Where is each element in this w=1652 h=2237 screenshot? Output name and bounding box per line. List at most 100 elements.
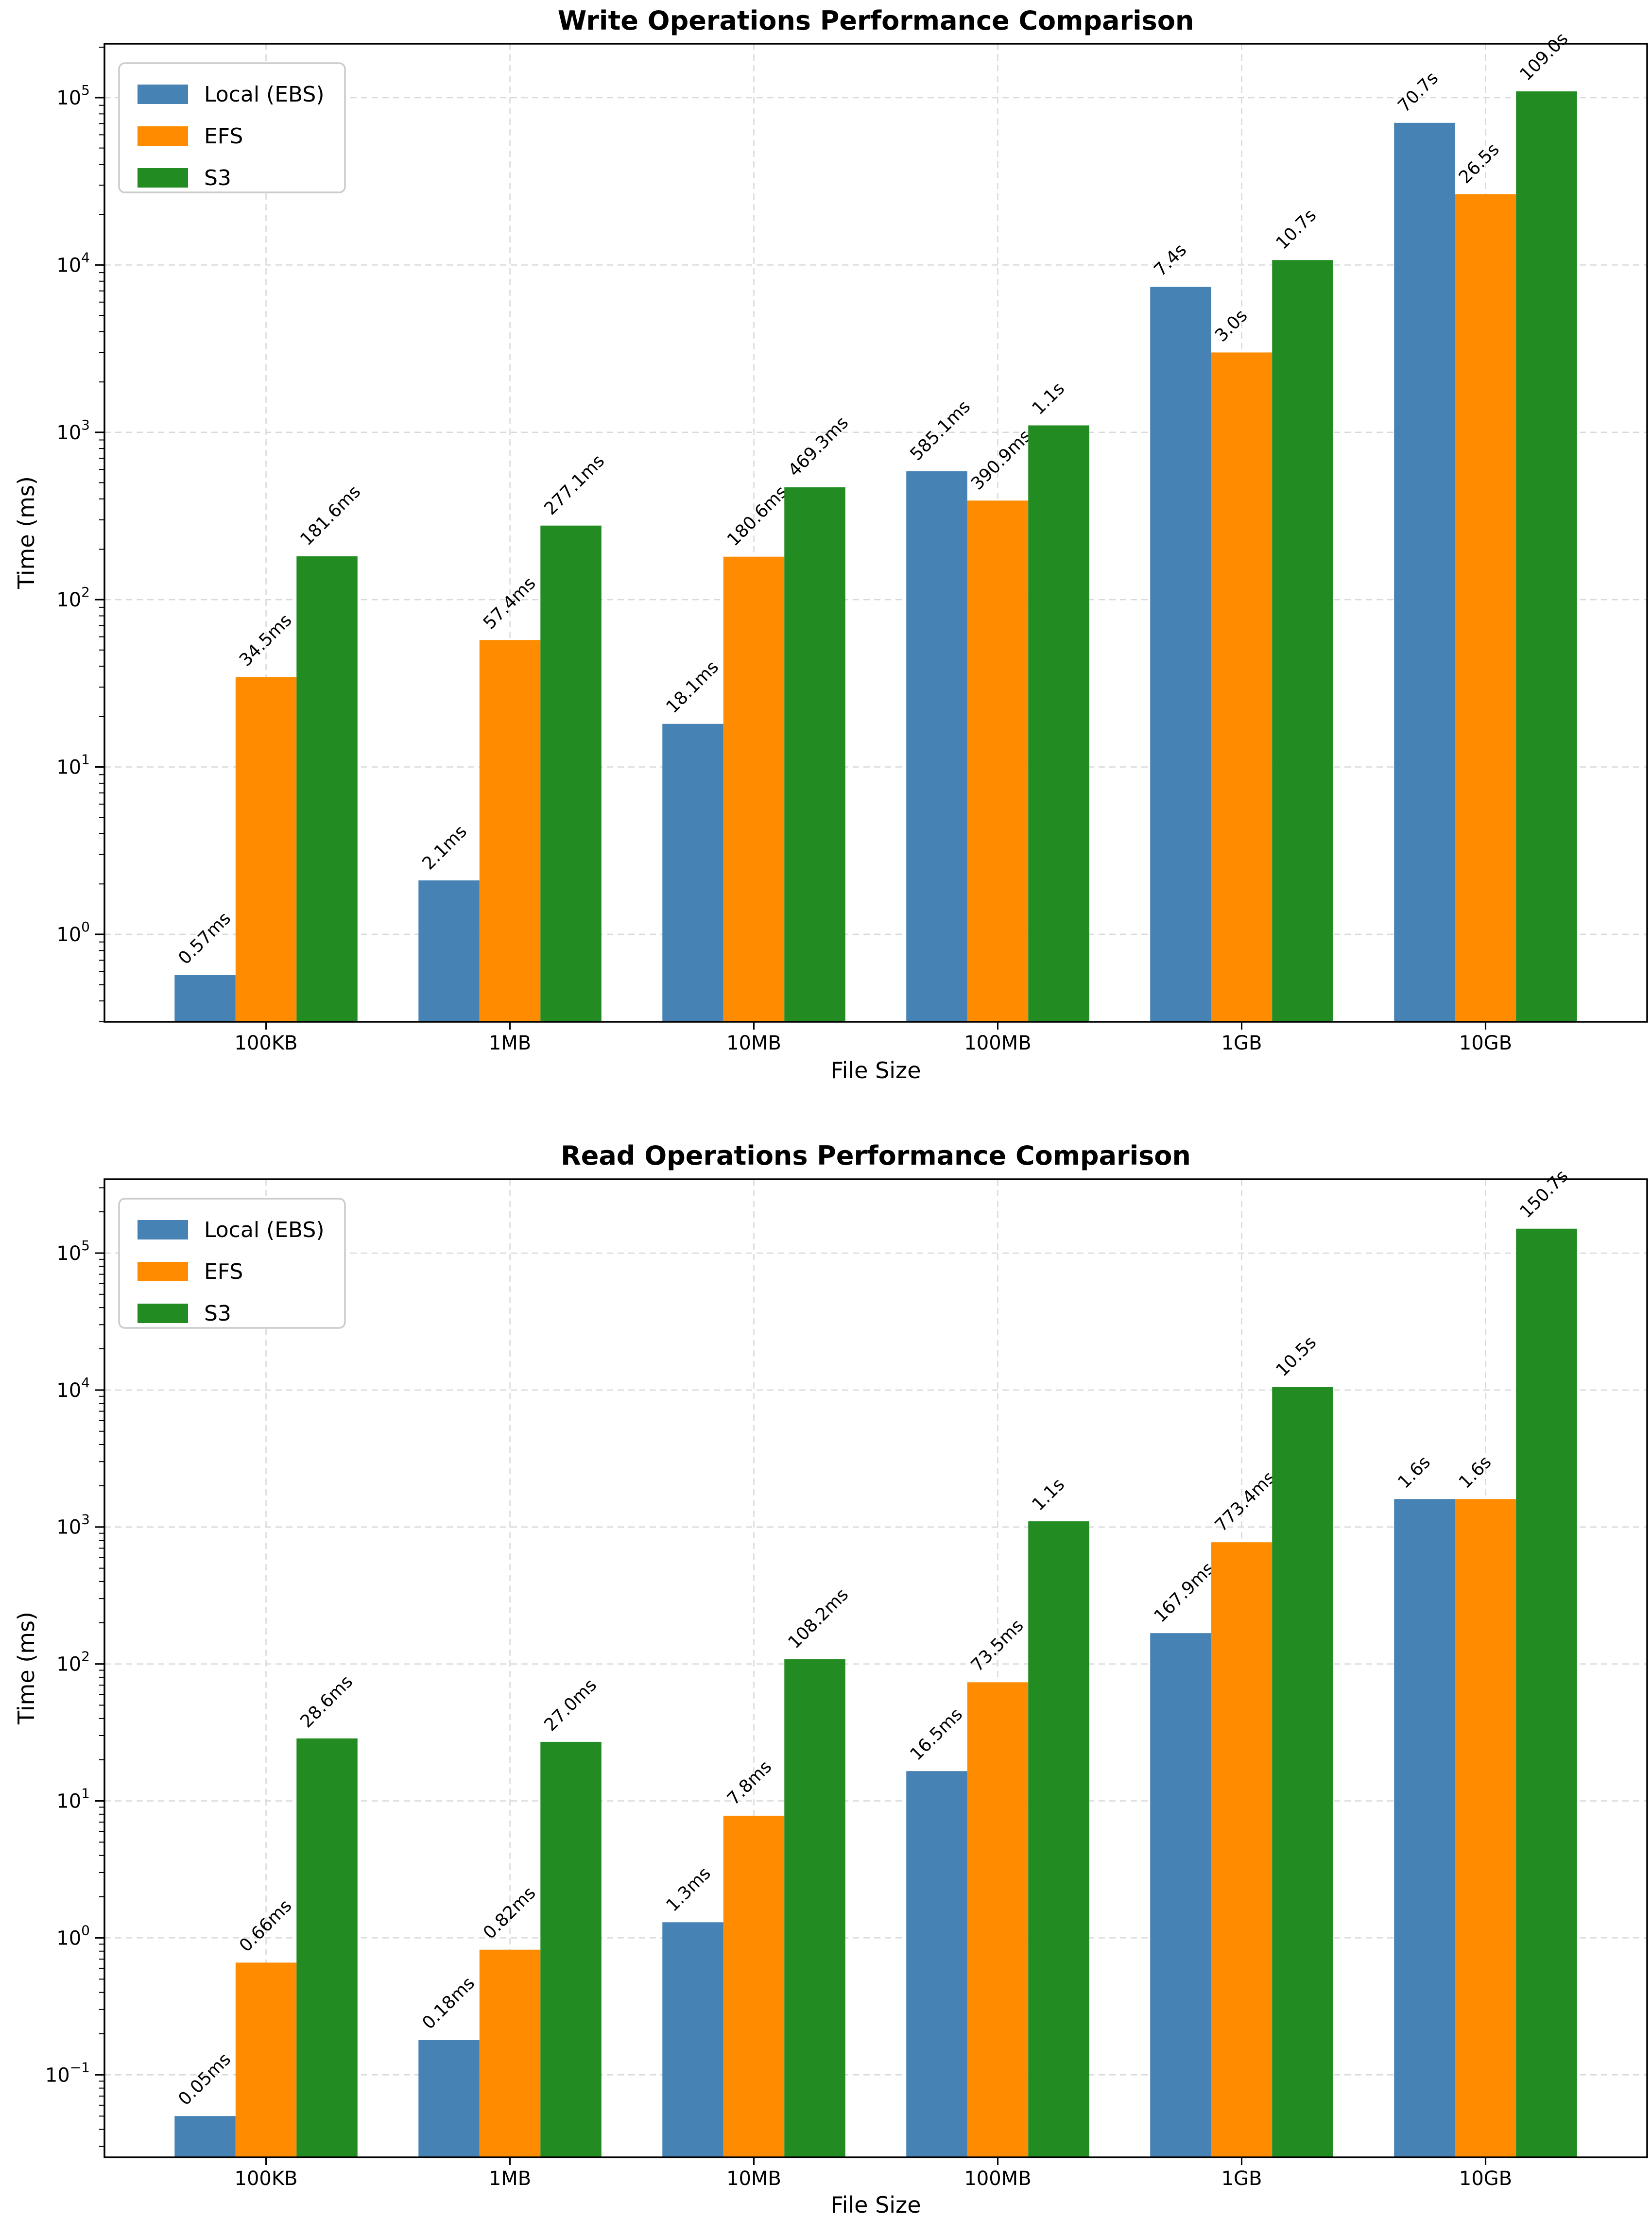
bar-EFS-1MB	[479, 640, 541, 1022]
legend: Local (EBS) EFS S3	[118, 62, 346, 193]
bar-S3-1GB	[1272, 260, 1333, 1022]
bar-value-label: 180.6ms	[723, 482, 792, 550]
bar-S3-100KB	[296, 556, 358, 1022]
axis-ticks: 10−1 100 101 102 103 104 105 100KB 1MB 10MB 100MB 1…	[45, 1187, 1512, 2190]
x-axis-label: File Size	[830, 2192, 921, 2218]
x-tick-label: 100MB	[964, 2168, 1031, 2190]
bar-Local (EBS)-100MB	[906, 1771, 967, 2157]
y-tick-label: 103	[56, 1512, 90, 1539]
bar-S3-10GB	[1516, 91, 1577, 1022]
y-tick-label: 104	[56, 249, 90, 276]
bar-EFS-1GB	[1211, 1542, 1273, 2157]
bar-Local (EBS)-100KB	[174, 2116, 236, 2157]
x-tick-label: 1MB	[489, 2168, 531, 2190]
legend-swatch-Local (EBS)	[138, 85, 188, 104]
legend-label: Local (EBS)	[204, 1218, 325, 1242]
y-tick-label: 102	[56, 584, 90, 611]
bar-value-label: 27.0ms	[540, 1675, 601, 1736]
bar-S3-1MB	[540, 525, 602, 1022]
y-tick-label: 101	[56, 1786, 90, 1813]
bar-value-label: 73.5ms	[967, 1616, 1028, 1676]
x-tick-label: 100MB	[964, 1032, 1031, 1054]
bar-value-label: 585.1ms	[906, 396, 974, 465]
bar-value-label: 181.6ms	[296, 482, 364, 550]
bar-value-label: 18.1ms	[662, 657, 723, 717]
bar-EFS-10MB	[723, 556, 785, 1022]
x-tick-label: 1MB	[489, 1032, 531, 1054]
bar-value-label: 109.0s	[1516, 29, 1572, 85]
legend-swatch-Local (EBS)	[138, 1220, 188, 1239]
bar-S3-100MB	[1028, 425, 1089, 1022]
bar-value-label: 2.1ms	[418, 822, 471, 874]
bar-Local (EBS)-1MB	[418, 2040, 480, 2157]
x-axis-label: File Size	[830, 1057, 921, 1084]
bar-EFS-100KB	[235, 1962, 297, 2157]
y-tick-label: 105	[56, 1238, 90, 1265]
write-operations-chart: Write Operations Performance Comparison …	[0, 0, 1652, 1118]
bar-S3-10MB	[784, 1659, 845, 2157]
y-tick-label: 105	[56, 82, 90, 109]
plot-border	[103, 1178, 1648, 2158]
bar-value-label: 1.6s	[1394, 1452, 1434, 1493]
bar-value-label: 1.3ms	[662, 1863, 715, 1916]
read-chart-plot: 0.05ms 0.18ms 1.3ms 16.5ms 167.9ms 1.6s 0.66ms…	[45, 1166, 1648, 2190]
bar-Local (EBS)-100KB	[174, 975, 236, 1022]
bar-Local (EBS)-10MB	[662, 1922, 723, 2157]
bar-EFS-1GB	[1211, 352, 1273, 1022]
read-operations-chart: Read Operations Performance Comparison 0…	[0, 1118, 1652, 2237]
bars: 0.05ms 0.18ms 1.3ms 16.5ms 167.9ms 1.6s 0.66ms…	[174, 1166, 1577, 2157]
y-tick-label: 100	[56, 919, 90, 946]
legend-swatch-EFS	[138, 1262, 188, 1281]
y-tick-label: 104	[56, 1375, 90, 1402]
bar-value-label: 0.18ms	[418, 1973, 479, 2033]
bar-value-label: 3.0s	[1211, 306, 1252, 346]
bar-value-label: 34.5ms	[236, 610, 296, 671]
bar-value-label: 277.1ms	[540, 451, 608, 519]
bar-EFS-10GB	[1455, 1499, 1516, 2157]
legend-swatch-S3	[138, 1304, 188, 1323]
bar-value-label: 26.5s	[1455, 139, 1503, 188]
bar-Local (EBS)-1GB	[1150, 287, 1211, 1022]
x-tick-label: 10MB	[726, 1032, 781, 1054]
bar-EFS-100MB	[967, 1682, 1029, 2157]
bar-S3-100KB	[296, 1738, 358, 2157]
write-chart-plot: 0.57ms2.1ms18.1ms585.1ms7.4s70.7s34.5ms5…	[56, 29, 1648, 1054]
y-axis-label: Time (ms)	[13, 1612, 39, 1724]
bar-value-label: 167.9ms	[1150, 1559, 1218, 1627]
y-tick-label: 103	[56, 417, 90, 444]
legend-label: Local (EBS)	[204, 82, 325, 107]
legend: Local (EBS) EFS S3	[118, 1198, 346, 1329]
bar-value-label: 0.82ms	[480, 1883, 540, 1943]
bar-value-label: 108.2ms	[784, 1584, 852, 1652]
bar-Local (EBS)-10GB	[1394, 1499, 1455, 2157]
bar-value-label: 469.3ms	[784, 413, 852, 481]
bar-value-label: 1.1s	[1028, 379, 1068, 419]
bar-value-label: 0.05ms	[174, 2049, 235, 2110]
legend-label: S3	[204, 166, 231, 190]
legend-label: EFS	[204, 1259, 243, 1284]
y-tick-label: 10−1	[45, 2059, 90, 2086]
bar-EFS-10GB	[1455, 194, 1516, 1022]
legend-swatch-S3	[138, 168, 188, 188]
bars: 0.57ms2.1ms18.1ms585.1ms7.4s70.7s34.5ms5…	[174, 29, 1577, 1022]
bar-S3-1MB	[540, 1741, 602, 2157]
y-axis-label: Time (ms)	[13, 476, 39, 589]
bar-value-label: 10.5s	[1272, 1332, 1320, 1380]
x-tick-label: 100KB	[235, 2168, 298, 2190]
axis-ticks: 100 101 102 103 104 105 100KB 1MB 10MB 100MB 1GB 10…	[56, 47, 1512, 1054]
bar-Local (EBS)-100MB	[906, 471, 967, 1022]
bar-value-label: 1.6s	[1455, 1452, 1496, 1493]
y-tick-label: 101	[56, 752, 90, 779]
bar-Local (EBS)-1MB	[418, 880, 480, 1022]
x-tick-label: 10MB	[726, 2168, 781, 2190]
bar-S3-10GB	[1516, 1228, 1577, 2157]
bar-S3-1GB	[1272, 1387, 1333, 2157]
x-tick-label: 10GB	[1459, 2168, 1512, 2190]
bar-EFS-100MB	[967, 500, 1029, 1022]
bar-value-label: 70.7s	[1394, 68, 1442, 116]
x-tick-label: 1GB	[1222, 1032, 1262, 1054]
legend-swatch-EFS	[138, 126, 188, 146]
bar-S3-10MB	[784, 487, 845, 1022]
y-tick-label: 102	[56, 1649, 90, 1676]
bar-value-label: 1.1s	[1028, 1475, 1068, 1515]
